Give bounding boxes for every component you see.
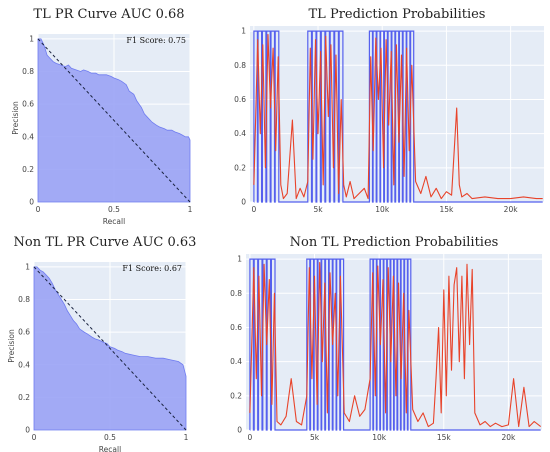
y-tick-label: 0.4	[234, 129, 246, 138]
chart-panel-3: Non TL Prediction Probabilities 0 0.2 0.4 0.…	[230, 235, 542, 442]
y-tick-label: 0.2	[18, 393, 30, 402]
chart-title: TL Prediction Probabilities	[309, 7, 486, 22]
f1-score-annotation: F1 Score: 0.75	[126, 36, 186, 45]
diagonal-reference-line	[37, 38, 191, 203]
y-tick-label: 0.4	[18, 360, 30, 369]
y-tick-label: 1	[237, 255, 242, 264]
x-axis-label: Recall	[103, 217, 125, 226]
x-tick-label: 5k	[310, 433, 320, 442]
y-tick-label: 0.8	[234, 61, 246, 70]
y-tick-label: 0.6	[22, 100, 34, 109]
x-tick-label: 0.5	[108, 205, 120, 214]
chart-panel-0: TL PR Curve AUC 0.68 0 0.2 0.4 0.6 0.8 1 0 0.5 1 F…	[11, 7, 193, 226]
y-tick-label: 0	[237, 426, 242, 435]
y-tick-label: 1	[241, 27, 246, 36]
chart-title: TL PR Curve AUC 0.68	[33, 7, 184, 22]
f1-score-annotation: F1 Score: 0.67	[122, 264, 182, 273]
y-tick-label: 0.6	[18, 328, 30, 337]
x-tick-label: 15k	[437, 433, 452, 442]
y-tick-label: 1	[25, 262, 30, 271]
y-tick-label: 0.8	[22, 67, 34, 76]
y-tick-label: 0.8	[18, 295, 30, 304]
x-tick-label: 0	[36, 205, 41, 214]
x-tick-label: 1	[184, 433, 189, 442]
x-axis-label: Recall	[99, 445, 121, 452]
x-tick-label: 20k	[501, 433, 516, 442]
x-tick-label: 1	[188, 205, 193, 214]
x-tick-label: 0.5	[104, 433, 116, 442]
label-series-line	[249, 258, 541, 431]
x-tick-label: 10k	[375, 205, 390, 214]
y-tick-label: 0	[241, 198, 246, 207]
y-tick-label: 0.2	[22, 165, 34, 174]
diagonal-reference-line	[33, 266, 187, 431]
y-tick-label: 0	[25, 426, 30, 435]
y-tick-label: 0.8	[230, 289, 242, 298]
x-tick-label: 15k	[439, 205, 454, 214]
y-tick-label: 0.4	[22, 132, 34, 141]
y-tick-label: 0.6	[234, 95, 246, 104]
y-axis-label: Precision	[11, 101, 20, 135]
prediction-series-line	[253, 33, 543, 200]
x-tick-label: 0	[32, 433, 37, 442]
chart-panel-1: TL Prediction Probabilities 0 0.2 0.4 0.6 0.8…	[234, 7, 544, 214]
y-tick-label: 0	[29, 198, 34, 207]
y-tick-label: 0.2	[230, 391, 242, 400]
chart-title: Non TL Prediction Probabilities	[290, 235, 499, 250]
chart-panel-2: Non TL PR Curve AUC 0.63 0 0.2 0.4 0.6 0.8 1 0 0…	[7, 235, 196, 452]
y-tick-label: 1	[29, 34, 34, 43]
x-tick-label: 20k	[504, 205, 519, 214]
x-tick-label: 0	[247, 433, 252, 442]
x-tick-label: 0	[251, 205, 256, 214]
prediction-series-line	[249, 261, 542, 428]
x-tick-label: 10k	[372, 433, 387, 442]
y-tick-label: 0.4	[230, 357, 242, 366]
x-tick-label: 5k	[313, 205, 323, 214]
y-tick-label: 0.2	[234, 163, 246, 172]
y-axis-label: Precision	[7, 329, 16, 363]
y-tick-label: 0.6	[230, 323, 242, 332]
chart-title: Non TL PR Curve AUC 0.63	[14, 235, 197, 250]
